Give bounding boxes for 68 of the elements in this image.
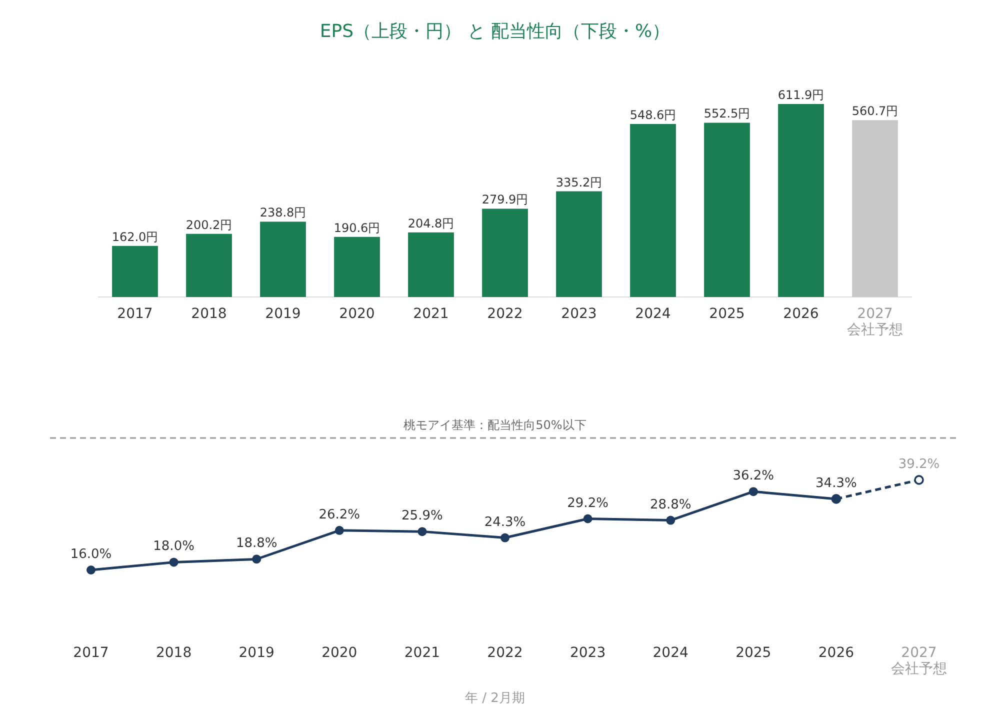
chart-title: EPS（上段・円） と 配当性向（下段・%） (320, 21, 670, 42)
bar (852, 120, 898, 297)
bar (704, 122, 750, 297)
data-label: 279.9円 (482, 192, 528, 207)
x-tick-label: 2024 (635, 306, 671, 322)
bar (630, 124, 676, 297)
data-label: 28.8% (650, 497, 692, 512)
point (583, 514, 592, 524)
data-label: 16.0% (70, 547, 112, 562)
data-label: 204.8円 (408, 216, 454, 230)
x-tick-label: 2020 (322, 645, 358, 661)
point (666, 516, 676, 525)
point (748, 487, 758, 496)
ref-line-label: 桃モアイ基準：配当性向50%以下 (404, 418, 586, 432)
data-label: 162.0円 (112, 230, 158, 244)
x-tick-label: 2025 (709, 306, 745, 322)
data-label: 29.2% (567, 496, 608, 511)
bar (556, 191, 602, 297)
x-tick-label: 2027 会社予想 (891, 645, 947, 678)
data-label: 18.0% (153, 539, 194, 554)
data-label: 200.2円 (186, 218, 232, 232)
x-tick-label: 2020 (339, 306, 375, 322)
bar (482, 208, 528, 297)
bar (334, 236, 380, 297)
data-label: 548.6円 (630, 108, 676, 122)
x-tick-label: 2019 (238, 645, 274, 661)
bar (186, 234, 232, 297)
x-tick-label: 2025 (736, 645, 772, 661)
x-tick-label: 2021 (404, 645, 440, 661)
point (914, 475, 924, 485)
bar (112, 246, 158, 297)
data-label: 24.3% (484, 514, 526, 530)
data-label: 552.5円 (704, 106, 750, 121)
x-tick-label: 2017 (73, 645, 109, 661)
data-label: 335.2円 (556, 175, 602, 190)
data-label: 190.6円 (334, 220, 380, 235)
x-tick-label: 2022 (487, 645, 523, 661)
data-label: 560.7円 (852, 104, 898, 118)
bar (408, 232, 454, 297)
point (86, 566, 96, 574)
x-tick-label: 2026 (818, 645, 854, 661)
data-label: 25.9% (402, 508, 443, 524)
data-label: 26.2% (318, 507, 360, 522)
x-tick-label: 2019 (265, 306, 301, 322)
data-label: 36.2% (732, 468, 774, 484)
data-label: 238.8円 (260, 206, 306, 220)
x-tick-label: 2024 (652, 645, 688, 661)
x-tick-label: 2017 (117, 306, 153, 322)
data-label: 39.2% (898, 456, 940, 472)
x-tick-label: 2022 (487, 306, 523, 322)
x-tick-label: 2021 (413, 306, 449, 322)
x-tick-label: 2023 (570, 645, 606, 661)
x-tick-label: 2018 (191, 306, 227, 322)
point (252, 554, 262, 564)
point (500, 533, 510, 542)
x-tick-label: 2023 (561, 306, 597, 322)
x-axis-title: 年 / 2月期 (465, 691, 525, 706)
x-tick-label: 2026 (783, 306, 819, 322)
x-tick-label: 2027 会社予想 (847, 306, 903, 338)
x-tick-label: 2018 (156, 645, 192, 661)
bar (260, 222, 306, 297)
point (418, 527, 427, 536)
bar (778, 104, 824, 297)
data-label: 18.8% (236, 536, 278, 552)
data-label: 611.9円 (778, 88, 824, 102)
point (169, 558, 178, 567)
point (334, 526, 344, 535)
data-label: 34.3% (816, 476, 857, 491)
